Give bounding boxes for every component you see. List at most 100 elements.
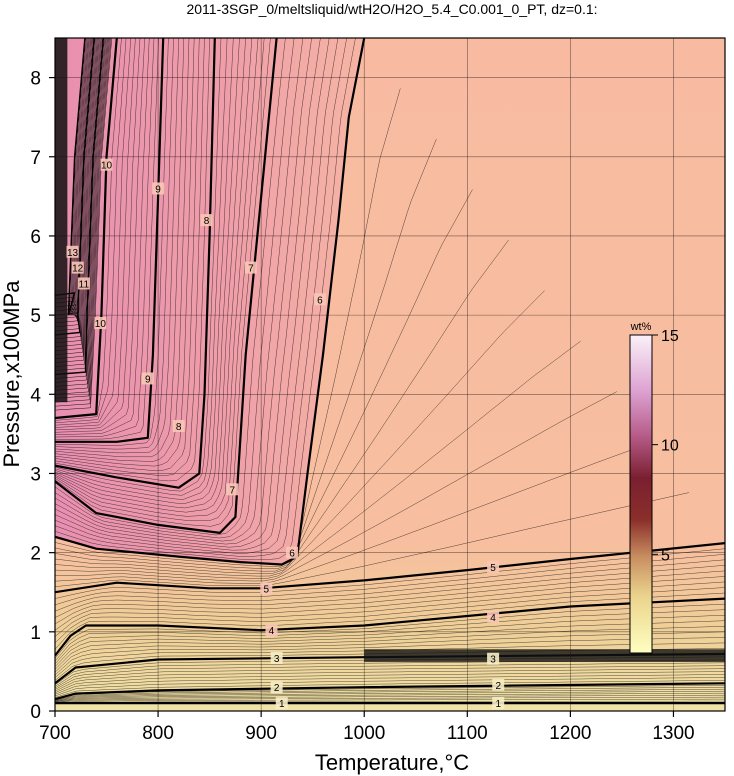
minor-contour-1.3 — [55, 696, 725, 703]
x-tick-label-900: 900 — [245, 723, 277, 744]
colorbar-tick-label-10: 10 — [661, 438, 679, 455]
colorbar: wt% 5 10 15 — [629, 321, 679, 654]
minor-contour-1.1 — [55, 700, 725, 703]
x-tick-label-800: 800 — [142, 723, 174, 744]
minor-contour-4.9 — [55, 548, 725, 599]
minor-contour-2.2 — [55, 677, 725, 697]
contour-label-bg — [270, 681, 283, 694]
contour-label-bg — [487, 652, 500, 665]
y-axis-label: Pressure,x100MPa — [0, 280, 24, 468]
minor-contour-6.6 — [55, 38, 312, 545]
contour-label-7: 7 — [244, 261, 257, 275]
y-tick-label-3: 3 — [30, 464, 41, 485]
minor-contour-8.4 — [55, 38, 195, 467]
contour-label-text: 3 — [490, 655, 496, 666]
minor-contour-3.3 — [55, 637, 725, 676]
minor-contour-3.9 — [55, 603, 725, 659]
minor-contour-9.5 — [55, 38, 141, 431]
minor-contour-6.9 — [55, 38, 286, 536]
minor-contour-8.6 — [55, 38, 185, 458]
minor-contour-4.8 — [55, 553, 725, 606]
minor-contour-7.6 — [55, 38, 240, 505]
contour-label-8: 8 — [172, 419, 185, 433]
contour-label-text: 5 — [490, 563, 496, 574]
minor-contour-3.4 — [55, 631, 725, 673]
contour-label-bg — [492, 697, 505, 710]
contour-label-4: 4 — [487, 610, 500, 624]
minor-contour-5.9 — [55, 88, 401, 567]
contour-label-text: 7 — [230, 485, 236, 496]
minor-contour-4.1 — [55, 592, 725, 650]
contour-label-text: 11 — [79, 279, 90, 290]
contour-label-6: 6 — [286, 546, 299, 560]
contour-label-bg — [226, 483, 239, 496]
minor-contour-8.1 — [55, 38, 210, 482]
minor-contour-3.5 — [55, 626, 725, 670]
minor-contour-9.7 — [55, 38, 132, 426]
x-axis-label: Temperature,°C — [315, 750, 469, 775]
x-tick-label-1300: 1300 — [652, 723, 694, 744]
minor-contour-5.8 — [55, 138, 437, 570]
minor-contour-1.9 — [55, 685, 725, 700]
minor-contour-3.8 — [55, 609, 725, 662]
minor-contour-7.4 — [55, 38, 253, 513]
contour-label-text: 4 — [269, 626, 275, 637]
minor-contour-9.6 — [55, 38, 136, 428]
contour-label-bg — [172, 419, 185, 432]
contour-label-9: 9 — [141, 372, 154, 385]
contour-label-text: 4 — [490, 613, 496, 624]
minor-contour-8.2 — [55, 38, 205, 476]
colorbar-unit: wt% — [630, 321, 652, 333]
minor-contour-9.4 — [55, 38, 145, 433]
minor-contour-8.7 — [55, 38, 179, 454]
x-tick-label-1000: 1000 — [343, 723, 385, 744]
minor-contour-5.2 — [55, 441, 653, 584]
minor-contour-1.6 — [55, 690, 725, 701]
contour-label-text: 7 — [248, 264, 254, 275]
minor-contour-4.7 — [55, 559, 725, 612]
contour-label-text: 10 — [101, 161, 113, 172]
minor-contour-2.5 — [55, 668, 725, 692]
contour-label-1: 1 — [275, 697, 288, 710]
minor-contour-4.6 — [55, 565, 725, 618]
minor-contour-5.4 — [55, 340, 581, 579]
x-tick-label-1200: 1200 — [549, 723, 591, 744]
y-tick-label-7: 7 — [30, 148, 41, 169]
minor-contour-2.4 — [55, 671, 725, 694]
minor-contour-9.2 — [55, 38, 155, 438]
contour-label-bg — [94, 317, 107, 330]
x-axis: 700 800 900 1000 1100 1200 1300 — [39, 711, 695, 744]
minor-contour-2.7 — [55, 662, 725, 689]
contour-label-2: 2 — [270, 681, 283, 694]
major-contour-2 — [55, 682, 725, 701]
contour-label-bg — [275, 697, 288, 710]
contour-label-bg — [492, 678, 505, 691]
contour-label-bg — [244, 261, 257, 274]
contour-label-10: 10 — [94, 317, 107, 330]
contour-label-text: 2 — [274, 683, 280, 694]
contour-label-bg — [66, 245, 79, 258]
minor-contour-6.8 — [55, 38, 295, 539]
minor-contour-4.4 — [55, 576, 725, 631]
contour-label-bg — [313, 293, 326, 306]
minor-contour-7.7 — [55, 38, 234, 500]
y-tick-label-5: 5 — [30, 306, 41, 327]
contour-label-text: 10 — [95, 319, 107, 330]
chart-title: 2011-3SGP_0/meltsliquid/wtH2O/H2O_5.4_C0… — [186, 1, 597, 17]
contour-label-4: 4 — [265, 624, 278, 637]
minor-contour-9.9 — [55, 38, 122, 421]
minor-contour-8.8 — [55, 38, 174, 450]
contour-label-3: 3 — [487, 652, 500, 666]
minor-contour-1.4 — [55, 694, 725, 702]
x-tick-label-700: 700 — [39, 723, 71, 744]
minor-contour-4.3 — [55, 581, 725, 637]
contour-label-text: 3 — [274, 654, 280, 665]
y-tick-label-6: 6 — [30, 227, 41, 248]
contour-label-5: 5 — [487, 560, 500, 574]
contour-label-text: 8 — [204, 216, 210, 227]
minor-contour-2.6 — [55, 665, 725, 690]
minor-contour-7.3 — [55, 38, 259, 517]
contour-label-text: 6 — [317, 295, 323, 306]
major-contour-5 — [55, 542, 725, 594]
contour-label-bg — [200, 214, 213, 227]
